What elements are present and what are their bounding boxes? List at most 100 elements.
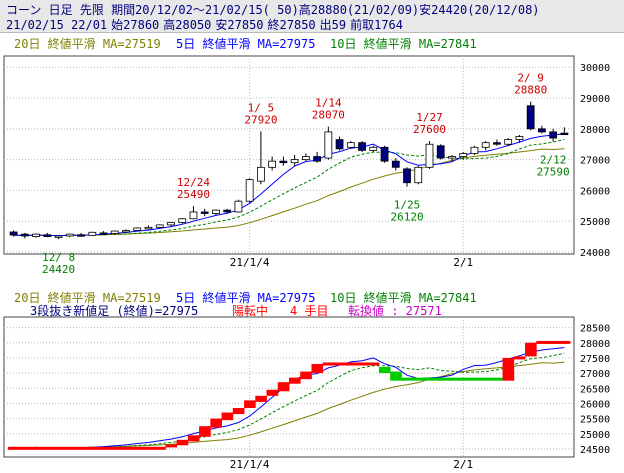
candle-body xyxy=(65,233,74,237)
candle-body xyxy=(234,200,243,213)
top-y-tick-label: 24000 xyxy=(580,248,610,259)
candle-body xyxy=(493,142,501,145)
new-price-block xyxy=(52,446,65,450)
new-price-block xyxy=(412,377,425,381)
chart-canvas: 20日 終値平滑 MA=27519 5日 終値平滑 MA=27975 10日 終… xyxy=(3,36,610,471)
candle-body xyxy=(88,231,97,236)
candle-body xyxy=(200,211,209,214)
candle-body xyxy=(167,222,175,226)
header-open-interest: 前取1764 xyxy=(350,18,404,32)
candle-body xyxy=(459,153,468,157)
annotation-date: 1/25 xyxy=(394,199,421,212)
top-legend: 20日 終値平滑 MA=27519 5日 終値平滑 MA=27975 10日 終… xyxy=(14,36,477,51)
bottom-legend-ma10: 10日 終値平滑 MA=27841 xyxy=(330,290,477,305)
top-legend-ma5: 5日 終値平滑 MA=27975 xyxy=(176,36,315,51)
candle-body xyxy=(414,166,423,184)
top-y-tick-label: 30000 xyxy=(580,63,610,74)
new-price-block xyxy=(502,357,515,381)
candle-body xyxy=(279,160,288,164)
new-price-block xyxy=(109,446,121,450)
new-price-block xyxy=(300,371,312,380)
candlesticks xyxy=(9,101,569,240)
new-price-block xyxy=(468,377,481,381)
new-price-block xyxy=(277,382,290,392)
bottom-y-tick-label: 25500 xyxy=(580,415,610,426)
candle-body xyxy=(425,143,434,168)
new-price-block xyxy=(367,362,380,366)
header-date: 21/02/15 22/01 xyxy=(6,18,108,32)
annotation-value: 25490 xyxy=(177,188,210,201)
new-price-block xyxy=(491,377,503,381)
candle-body xyxy=(43,234,52,238)
top-y-tick-label: 28000 xyxy=(580,125,610,136)
candle-body xyxy=(245,179,254,202)
new-price-block xyxy=(131,446,144,450)
candle-body xyxy=(257,166,265,182)
candle-body xyxy=(155,224,164,228)
candle-body xyxy=(122,230,130,233)
bottom-legend: 20日 終値平滑 MA=27519 5日 終値平滑 MA=27975 10日 終… xyxy=(14,290,477,305)
new-price-block xyxy=(390,371,402,381)
candle-body xyxy=(560,132,569,136)
new-price-block xyxy=(547,340,560,344)
annotation-date: 1/ 5 xyxy=(248,101,275,114)
new-price-block xyxy=(64,446,76,450)
new-price-block xyxy=(30,446,43,450)
new-price-label: 3段抜き新値足 (終値)=27975 xyxy=(30,303,198,318)
new-price-blocks xyxy=(8,340,571,450)
new-price-block xyxy=(86,446,99,450)
annotation-value: 27600 xyxy=(413,123,446,136)
bottom-x-axis: 21/1/4 2/1 xyxy=(230,458,473,471)
header-open: 始27860 xyxy=(111,18,160,32)
header-high: 高28050 xyxy=(163,18,212,32)
annotation-value: 26120 xyxy=(390,211,423,224)
new-price-block xyxy=(244,400,256,408)
new-price-block xyxy=(8,446,20,450)
candle-body xyxy=(99,232,108,235)
candle-body xyxy=(346,142,355,148)
top-x-axis: 21/1/4 2/1 xyxy=(230,256,473,269)
candle-body xyxy=(515,136,524,141)
new-price-block xyxy=(446,377,458,381)
top-legend-ma10: 10日 終値平滑 MA=27841 xyxy=(330,36,477,51)
candle-body xyxy=(178,218,187,223)
candle-body xyxy=(403,168,411,184)
candle-body xyxy=(54,235,63,238)
candle-body xyxy=(526,105,535,130)
new-price-block xyxy=(345,362,357,366)
new-price-block xyxy=(75,446,88,450)
new-price-block xyxy=(322,362,335,366)
bottom-y-tick-label: 27000 xyxy=(580,369,610,380)
candle-body xyxy=(212,209,220,214)
top-y-tick-label: 29000 xyxy=(580,94,610,105)
annotation-value: 27920 xyxy=(244,113,277,126)
bottom-y-tick-label: 28000 xyxy=(580,339,610,350)
header-latest-bar: 21/02/15 22/01 始27860 高28050 安27850 終27850 出5… xyxy=(6,16,407,33)
annotation-value: 28880 xyxy=(514,84,547,97)
new-price-block xyxy=(266,389,279,396)
new-price-block xyxy=(165,444,177,448)
new-price-block xyxy=(232,407,245,415)
candle-body xyxy=(290,159,299,164)
candle-body xyxy=(32,233,40,238)
candle-body xyxy=(369,146,378,151)
candle-body xyxy=(20,233,29,237)
candle-body xyxy=(77,234,85,237)
bottom-y-tick-label: 26000 xyxy=(580,399,610,410)
header-close: 終27850 xyxy=(267,18,316,32)
top-y-tick-label: 27000 xyxy=(580,156,610,167)
annotation-date: 12/24 xyxy=(177,176,210,189)
new-price-block xyxy=(513,356,526,360)
annotation-value: 28070 xyxy=(312,109,345,122)
annotation-value: 24420 xyxy=(42,263,75,276)
candle-body xyxy=(448,156,456,159)
bottom-y-tick-label: 25000 xyxy=(580,430,610,441)
new-price-block xyxy=(333,362,346,366)
candle-body xyxy=(133,227,142,231)
top-y-tick-label: 25000 xyxy=(580,217,610,228)
candle-body xyxy=(301,156,310,161)
candle-body xyxy=(223,209,232,213)
candle-body xyxy=(549,131,558,139)
candle-body xyxy=(504,139,513,145)
candle-body xyxy=(324,131,333,159)
